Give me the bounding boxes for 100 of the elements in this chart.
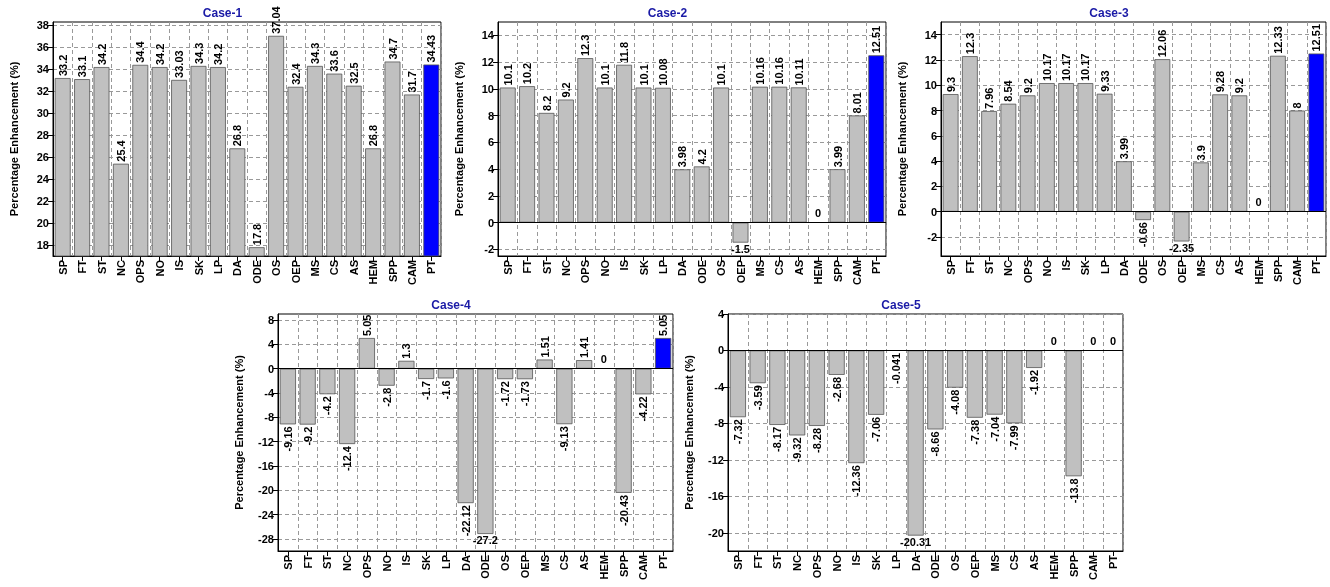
- y-tick-label: 6: [930, 129, 937, 142]
- x-tick-label: PT: [425, 259, 438, 275]
- x-tick-label: CS: [773, 260, 786, 276]
- data-label: -1.5: [731, 243, 750, 256]
- x-tick-label: NC: [1002, 259, 1015, 276]
- data-label: -7.99: [1008, 425, 1021, 451]
- data-label: 3.9: [1194, 145, 1207, 161]
- x-tick-label: OEP: [734, 260, 747, 284]
- data-label: 0: [1255, 196, 1262, 209]
- x-tick-label: CS: [1214, 260, 1227, 276]
- x-tick-label: IS: [1060, 260, 1073, 271]
- x-tick-label: LP: [211, 260, 224, 275]
- data-label: -3.59: [751, 385, 764, 411]
- x-tick-label: DA: [459, 554, 472, 571]
- x-tick-label: FT: [963, 259, 976, 274]
- data-label: 12.33: [1271, 26, 1284, 54]
- data-label: 8.01: [850, 92, 863, 114]
- y-tick-label: -12: [258, 435, 274, 448]
- data-label: -4.08: [949, 389, 962, 415]
- data-label: 9.2: [1233, 78, 1246, 94]
- data-label: 37.04: [270, 5, 283, 34]
- data-label: -12.36: [850, 465, 863, 497]
- y-tick-label: 36: [36, 41, 49, 54]
- data-label: -2.35: [1169, 241, 1195, 254]
- y-tick-label: 6: [487, 136, 494, 149]
- data-label: 12.3: [579, 34, 592, 57]
- x-tick-label: SP: [56, 260, 69, 275]
- data-label: 0: [600, 353, 607, 366]
- x-tick-label: FT: [76, 259, 89, 274]
- data-label: 10.16: [773, 57, 786, 85]
- data-label: -4.22: [637, 396, 650, 422]
- data-label: 1.51: [538, 336, 551, 358]
- x-tick-label: LP: [439, 555, 452, 570]
- x-tick-label: LP: [1098, 260, 1111, 275]
- data-label: 10.17: [1040, 53, 1053, 82]
- x-tick-label: NC: [791, 554, 804, 571]
- x-tick-label: SK: [420, 554, 433, 571]
- data-label: 9.28: [1214, 70, 1227, 93]
- y-tick-label: -8: [264, 411, 274, 424]
- x-tick-label: ST: [321, 554, 334, 570]
- data-label: 34.3: [308, 42, 321, 64]
- data-label: 9.3: [944, 76, 957, 93]
- x-tick-label: MS: [308, 260, 321, 277]
- x-tick-label: SP: [944, 260, 957, 275]
- data-label: 26.8: [231, 124, 244, 147]
- data-label: 34.2: [95, 43, 108, 66]
- data-label: 10.1: [598, 64, 611, 86]
- data-label: 9.33: [1098, 70, 1111, 92]
- x-tick-label: OS: [270, 260, 283, 276]
- data-label: 8.54: [1002, 79, 1015, 102]
- x-tick-label: PT: [870, 259, 883, 275]
- y-tick-label: 34: [36, 63, 50, 76]
- data-label: 10.2: [521, 62, 534, 85]
- data-label: -9.16: [281, 426, 294, 452]
- chart-title: Case-3: [1089, 6, 1129, 20]
- y-tick-label: 2: [930, 180, 937, 193]
- y-tick-label: -28: [258, 532, 274, 545]
- data-label: 1.41: [578, 336, 591, 359]
- data-label: 12.3: [963, 32, 976, 55]
- x-tick-label: ST: [95, 259, 108, 275]
- y-tick-label: -20: [258, 484, 274, 497]
- x-tick-label: FT: [521, 259, 534, 274]
- x-tick-label: SK: [1079, 259, 1092, 276]
- x-tick-label: SK: [192, 259, 205, 276]
- x-tick-label: IS: [400, 555, 413, 566]
- data-label: -4.2: [321, 396, 334, 416]
- data-label: -27.2: [472, 534, 498, 547]
- data-label: 34.3: [192, 42, 205, 64]
- y-tick-label: -4: [714, 380, 725, 393]
- y-tick-label: -2: [927, 231, 937, 244]
- x-tick-label: AS: [578, 555, 591, 571]
- data-label: -9.13: [558, 426, 571, 452]
- data-label: -8.66: [929, 431, 942, 457]
- y-tick-label: 8: [487, 109, 494, 122]
- data-label: -7.06: [870, 416, 883, 442]
- data-label: 9.2: [559, 82, 572, 98]
- x-tick-label: ODE: [250, 260, 263, 284]
- data-label: -2.8: [380, 387, 393, 407]
- x-tick-label: NO: [153, 259, 166, 277]
- data-label: 33.6: [328, 50, 341, 72]
- y-axis-title: Percentage Enhancement (%): [232, 354, 245, 510]
- data-label: 1.3: [400, 343, 413, 359]
- data-label: 33.2: [56, 54, 69, 77]
- y-tick-label: 18: [36, 239, 49, 252]
- x-tick-label: ODE: [479, 555, 492, 579]
- y-tick-label: -20: [708, 526, 724, 539]
- data-label: -20.31: [900, 536, 932, 549]
- x-tick-label: OS: [949, 555, 962, 571]
- x-tick-label: CAM: [1291, 260, 1304, 286]
- y-axis-title: Percentage Enhancement (%): [7, 61, 20, 217]
- x-tick-label: DA: [676, 259, 689, 276]
- data-label: -7.04: [988, 415, 1001, 442]
- data-label: 26.8: [367, 124, 380, 147]
- x-tick-label: CAM: [850, 260, 863, 286]
- data-label: -1.92: [1028, 369, 1041, 396]
- data-label: -13.8: [1067, 478, 1080, 504]
- data-label: 32.4: [289, 62, 302, 85]
- x-tick-label: ODE: [929, 555, 942, 579]
- data-label: -7.38: [968, 419, 981, 445]
- x-tick-label: LP: [656, 260, 669, 275]
